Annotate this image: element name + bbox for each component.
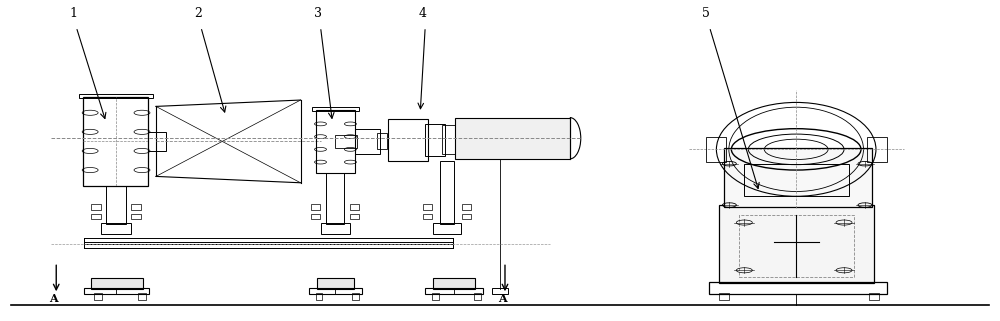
Bar: [719, 205, 874, 283]
Text: A: A: [49, 293, 58, 304]
Bar: [84, 238, 453, 242]
Bar: [316, 292, 322, 299]
Bar: [84, 244, 453, 248]
Bar: [867, 137, 887, 162]
Bar: [84, 288, 149, 293]
Bar: [94, 292, 102, 299]
Bar: [423, 204, 432, 210]
Bar: [744, 164, 849, 195]
Text: 4: 4: [418, 7, 426, 21]
Bar: [101, 222, 131, 234]
Bar: [326, 173, 344, 224]
Bar: [320, 222, 350, 234]
Bar: [433, 222, 461, 234]
Bar: [442, 126, 457, 154]
Bar: [474, 292, 481, 299]
Bar: [719, 292, 729, 299]
Bar: [316, 109, 355, 173]
Bar: [492, 288, 508, 293]
Bar: [440, 160, 454, 224]
Bar: [311, 204, 320, 210]
Bar: [91, 214, 101, 219]
Bar: [148, 132, 166, 151]
Bar: [706, 137, 726, 162]
Bar: [91, 204, 101, 210]
Bar: [311, 214, 320, 219]
Bar: [869, 292, 879, 299]
Bar: [709, 282, 887, 293]
Bar: [106, 186, 126, 224]
Text: 2: 2: [194, 7, 202, 21]
Bar: [388, 119, 428, 160]
Text: A: A: [498, 293, 507, 304]
Bar: [79, 94, 153, 99]
Bar: [350, 214, 359, 219]
Bar: [91, 278, 143, 289]
Bar: [432, 292, 439, 299]
Bar: [462, 204, 471, 210]
Bar: [739, 215, 854, 277]
Bar: [131, 204, 141, 210]
Bar: [425, 124, 445, 156]
Bar: [312, 107, 359, 111]
Text: 3: 3: [314, 7, 322, 21]
Bar: [425, 288, 483, 293]
Bar: [309, 288, 362, 293]
Bar: [377, 134, 387, 149]
Bar: [83, 97, 148, 186]
Bar: [131, 214, 141, 219]
Bar: [423, 214, 432, 219]
Bar: [317, 278, 354, 289]
Bar: [355, 129, 380, 154]
Text: 1: 1: [69, 7, 77, 21]
Text: 5: 5: [702, 7, 710, 21]
Bar: [138, 292, 146, 299]
Bar: [433, 278, 475, 289]
Bar: [350, 204, 359, 210]
Bar: [352, 292, 359, 299]
Bar: [724, 148, 872, 207]
Bar: [455, 117, 570, 159]
Bar: [335, 135, 357, 148]
Bar: [462, 214, 471, 219]
